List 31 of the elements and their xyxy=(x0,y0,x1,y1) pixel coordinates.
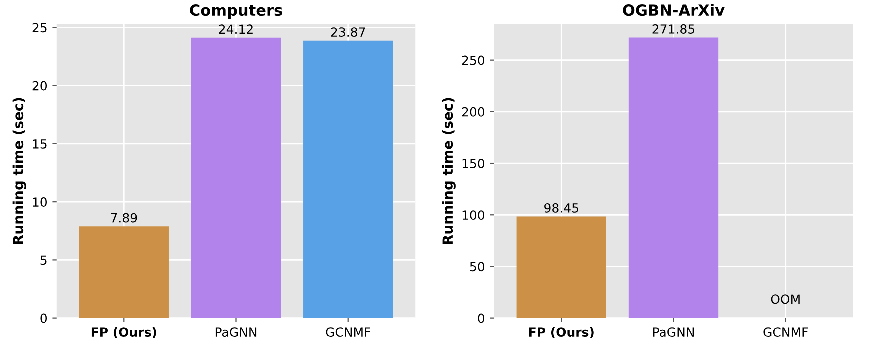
y-tick-label: 25 xyxy=(32,23,47,33)
x-tick-label: GCNMF xyxy=(764,328,808,338)
bar xyxy=(79,226,169,318)
data-label: 7.89 xyxy=(111,213,138,223)
bar xyxy=(191,38,282,318)
x-tick-label: PaGNN xyxy=(216,328,257,338)
y-tick-label: 0 xyxy=(40,314,48,324)
y-tick-label: 10 xyxy=(33,198,48,207)
y-tick-label: 150 xyxy=(462,159,485,168)
annotation: OOM xyxy=(771,294,800,304)
chart-title: Computers xyxy=(190,4,282,20)
y-tick-label: 250 xyxy=(462,56,485,66)
y-tick-label: 100 xyxy=(462,210,485,220)
y-tick-label: 50 xyxy=(470,262,485,272)
y-tick-label: 20 xyxy=(32,81,48,91)
x-tick-label: FP (Ours) xyxy=(92,327,156,338)
y-tick-label: 15 xyxy=(33,140,47,149)
x-tick-label: GCNMF xyxy=(326,328,370,338)
chart-title: OGBN-ArXiv xyxy=(623,4,725,16)
x-tick-label: FP (Ours) xyxy=(529,327,594,338)
data-label: 24.12 xyxy=(219,24,253,34)
y-axis-title: Running time (sec) xyxy=(442,98,456,244)
y-tick-label: 5 xyxy=(40,256,47,266)
y-axis-title: Running time (sec) xyxy=(12,98,26,244)
data-label: 98.45 xyxy=(544,203,578,213)
data-label: 23.87 xyxy=(331,28,366,38)
x-tick-label: PaGNN xyxy=(653,328,694,338)
bar xyxy=(304,40,394,318)
y-tick-label: 200 xyxy=(462,107,485,117)
data-label: 271.85 xyxy=(652,24,695,34)
y-tick-label: 0 xyxy=(478,314,485,324)
